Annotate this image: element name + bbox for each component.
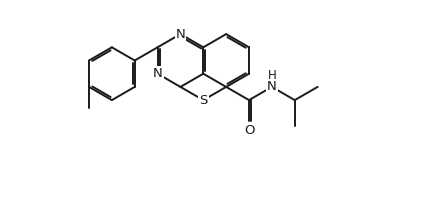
Text: N: N xyxy=(153,67,162,80)
Text: H: H xyxy=(267,69,276,82)
Text: N: N xyxy=(267,80,277,93)
Text: N: N xyxy=(176,28,185,41)
Text: O: O xyxy=(244,124,254,137)
Text: S: S xyxy=(199,94,208,107)
